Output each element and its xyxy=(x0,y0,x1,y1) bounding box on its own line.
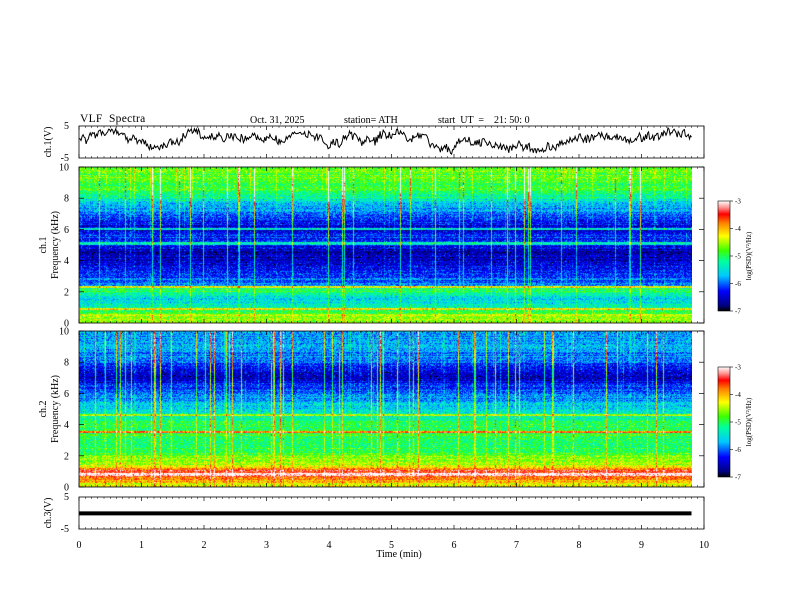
spectrogram-ytick-label: 0 xyxy=(64,319,69,330)
spectrogram-ytick-label: 4 xyxy=(64,256,69,267)
station-label: station= ATH xyxy=(344,115,398,126)
colorbar-tick-label: -3 xyxy=(735,364,741,372)
ch2-spectrogram-ylabel: Frequency (kHz) xyxy=(50,375,61,443)
plot-title: VLF Spectra xyxy=(80,113,146,125)
colorbar-tick-label: -3 xyxy=(735,198,741,206)
x-tick-label: 7 xyxy=(514,540,519,551)
ch3-ytick-bottom: -5 xyxy=(61,524,69,535)
colorbar-tick-label: -7 xyxy=(735,308,741,316)
x-tick-label: 0 xyxy=(77,540,82,551)
ch1-colorbar xyxy=(717,200,731,312)
spectrogram-ytick-label: 6 xyxy=(64,389,69,400)
x-tick-label: 4 xyxy=(327,540,332,551)
x-tick-label: 3 xyxy=(264,540,269,551)
ch3-ytick-top: 5 xyxy=(64,492,69,503)
ch3-waveform-ylabel: ch.3(V) xyxy=(43,498,54,529)
ch1-spectrogram-heatmap xyxy=(79,167,692,323)
ch1-spectrogram-ylabel: Frequency (kHz) xyxy=(50,211,61,279)
spectrogram-ytick-label: 10 xyxy=(59,327,69,338)
spectrogram-ytick-label: 2 xyxy=(64,451,69,462)
ch2-spectrogram-heatmap xyxy=(79,331,692,487)
ch1-waveform-trace xyxy=(79,126,692,155)
spectrogram-ytick-label: 4 xyxy=(64,420,69,431)
ch1-colorbar-label: log(PSD)(V²/Hz) xyxy=(745,231,753,280)
x-axis-label: Time (min) xyxy=(376,549,421,560)
ch1-waveform-frame xyxy=(79,126,704,158)
x-tick-label: 6 xyxy=(452,540,457,551)
colorbar-tick-label: -5 xyxy=(735,419,741,427)
colorbar-tick-label: -4 xyxy=(735,225,741,233)
start-ut-label: start UT = 21: 50: 0 xyxy=(438,115,530,126)
x-tick-label: 5 xyxy=(389,540,394,551)
x-tick-label: 2 xyxy=(202,540,207,551)
colorbar-tick-label: -5 xyxy=(735,253,741,261)
x-tick-label: 10 xyxy=(699,540,709,551)
x-tick-label: 1 xyxy=(139,540,144,551)
ch2-colorbar-label: log(PSD)(V²/Hz) xyxy=(745,397,753,446)
spectrogram-ytick-label: 8 xyxy=(64,358,69,369)
ch1-ytick-top: 5 xyxy=(64,121,69,132)
spectrogram-ytick-label: 6 xyxy=(64,225,69,236)
spectrogram-ytick-label: 10 xyxy=(59,163,69,174)
date-label: Oct. 31, 2025 xyxy=(250,115,305,126)
x-tick-label: 9 xyxy=(639,540,644,551)
colorbar-tick-label: -7 xyxy=(735,474,741,482)
ch1-spectrogram-channel-label: ch.1 xyxy=(38,237,49,254)
colorbar-tick-label: -6 xyxy=(735,446,741,454)
ch1-ytick-bottom: -5 xyxy=(61,153,69,164)
colorbar-tick-label: -4 xyxy=(735,391,741,399)
ch1-waveform-ylabel: ch.1(V) xyxy=(43,127,54,158)
colorbar-tick-label: -6 xyxy=(735,280,741,288)
spectrogram-ytick-label: 0 xyxy=(64,483,69,494)
ch2-spectrogram-channel-label: ch.2 xyxy=(38,401,49,418)
x-tick-label: 8 xyxy=(577,540,582,551)
ch2-colorbar xyxy=(717,366,731,478)
spectrogram-ytick-label: 8 xyxy=(64,194,69,205)
spectrogram-ytick-label: 2 xyxy=(64,287,69,298)
